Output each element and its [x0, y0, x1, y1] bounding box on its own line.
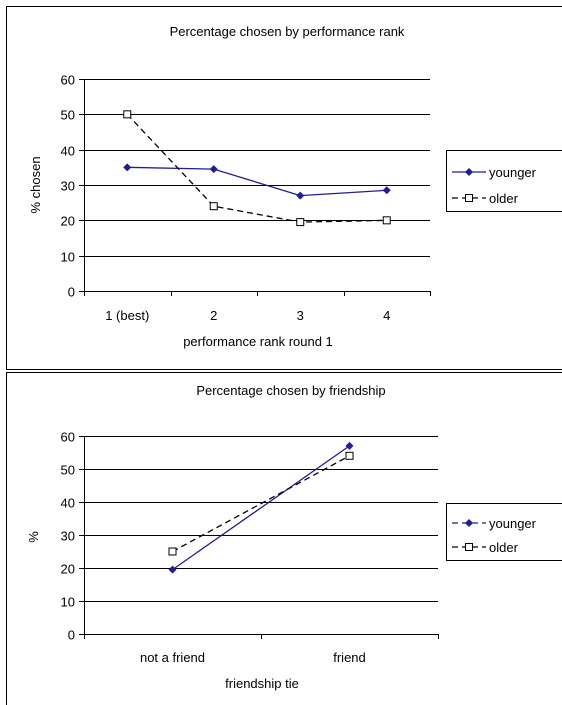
- chart-frame: [6, 6, 562, 370]
- legend-label-younger: younger: [489, 165, 537, 180]
- data-point-younger: [296, 191, 305, 200]
- plot-area: 0 10 20 30 40 50 60 1 (best) 2 3 4: [61, 73, 431, 323]
- y-tick-label: 30: [61, 529, 75, 544]
- legend-marker-younger: [465, 519, 473, 527]
- y-tick-label: 40: [61, 144, 75, 159]
- legend-marker-older: [465, 543, 473, 551]
- y-axis-label: % chosen: [28, 156, 43, 213]
- series-line-younger: [127, 166, 387, 197]
- plot-area: 0 10 20 30 40 50 60 not a friend friend: [61, 430, 439, 665]
- legend-label-younger: younger: [489, 516, 537, 531]
- x-tick-label: 3: [297, 308, 304, 323]
- data-point-older: [168, 547, 177, 556]
- legend-marker-younger: [465, 168, 473, 176]
- y-tick-label: 10: [61, 595, 75, 610]
- y-axis-label: %: [26, 531, 41, 543]
- y-tick-label: 0: [68, 628, 75, 643]
- x-tick-label: friend: [333, 650, 366, 665]
- legend-marker-older: [465, 194, 473, 202]
- data-point-younger: [168, 565, 177, 574]
- legend: younger older: [446, 503, 562, 561]
- y-tick-label: 20: [61, 562, 75, 577]
- chart-performance-rank: Percentage chosen by performance rank 0 1…: [6, 6, 562, 370]
- data-point-older: [382, 216, 391, 225]
- chart-title: Percentage chosen by friendship: [196, 383, 385, 398]
- data-point-older: [123, 110, 132, 119]
- data-point-older: [296, 218, 305, 227]
- data-point-younger: [209, 165, 218, 174]
- data-point-older: [209, 202, 218, 211]
- y-tick-label: 60: [61, 73, 75, 88]
- x-tick-label: 2: [210, 308, 217, 323]
- data-point-younger: [123, 163, 132, 172]
- series-line-younger: [172, 445, 350, 571]
- series-line-older: [172, 455, 350, 553]
- x-tick-label: 1 (best): [105, 308, 149, 323]
- x-axis-label: friendship tie: [225, 676, 299, 691]
- y-tick-label: 60: [61, 430, 75, 445]
- legend: younger older: [446, 150, 562, 212]
- x-tick-label: not a friend: [140, 650, 205, 665]
- y-tick-label: 10: [61, 250, 75, 265]
- y-tick-label: 20: [61, 214, 75, 229]
- x-axis-label: performance rank round 1: [183, 334, 333, 349]
- y-tick-label: 0: [68, 285, 75, 300]
- chart-title: Percentage chosen by performance rank: [170, 24, 405, 39]
- legend-label-older: older: [489, 191, 519, 206]
- series-line-older: [126, 113, 387, 223]
- y-tick-label: 30: [61, 179, 75, 194]
- x-tick-label: 4: [383, 308, 390, 323]
- legend-label-older: older: [489, 540, 519, 555]
- data-point-younger: [345, 441, 354, 450]
- y-tick-label: 50: [61, 463, 75, 478]
- chart-friendship: Percentage chosen by friendship 0 10 20 30 4…: [6, 372, 562, 705]
- y-tick-label: 40: [61, 496, 75, 511]
- data-point-older: [345, 451, 354, 460]
- y-tick-label: 50: [61, 108, 75, 123]
- data-point-younger: [382, 186, 391, 195]
